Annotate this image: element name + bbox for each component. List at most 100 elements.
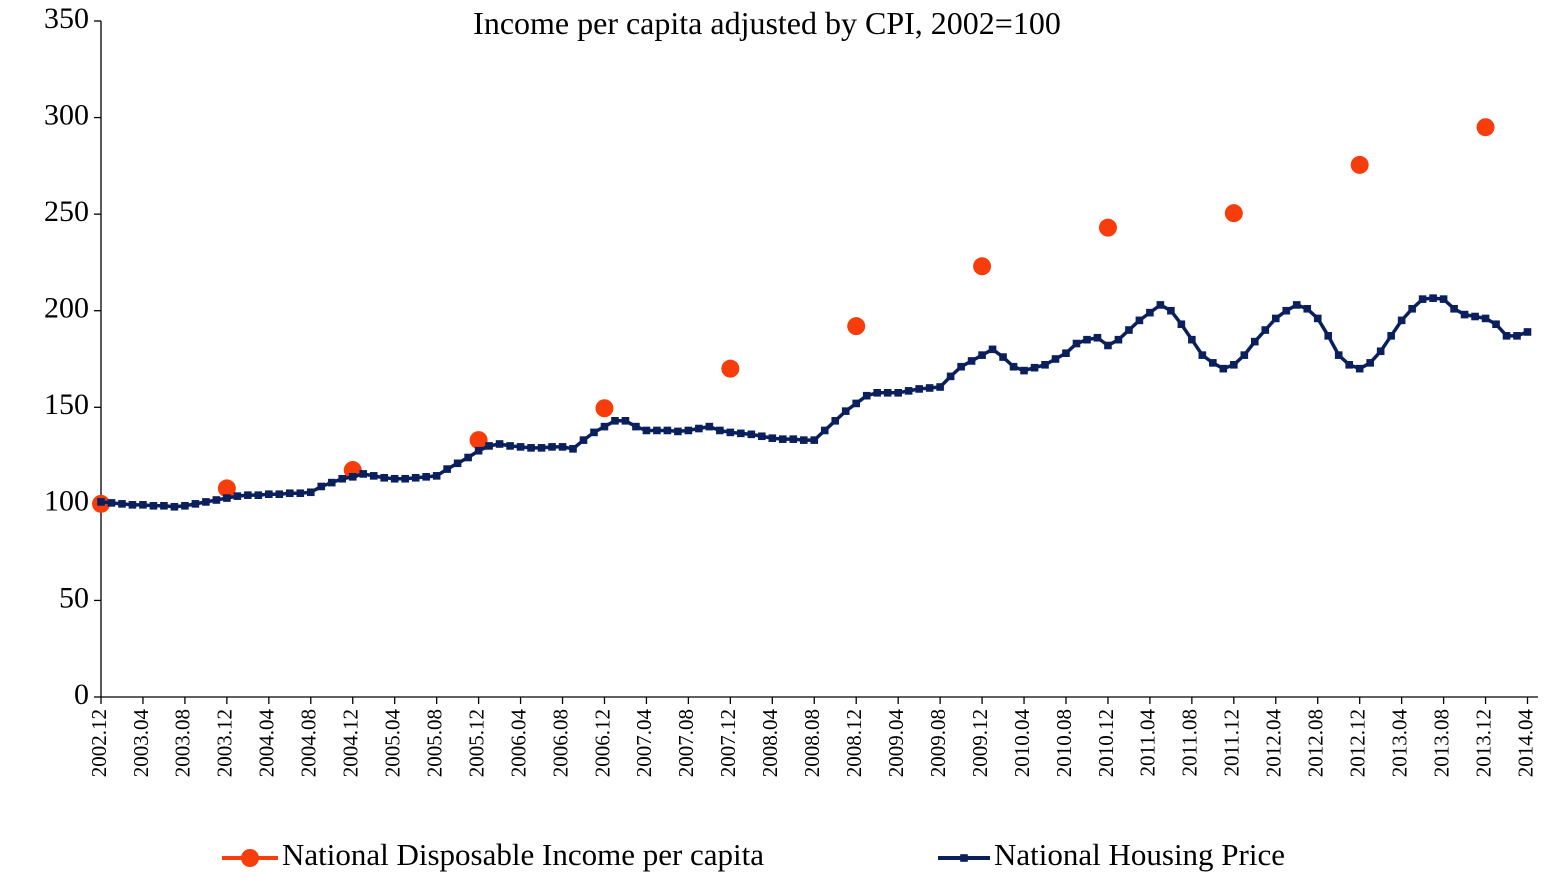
data-point bbox=[1167, 306, 1175, 315]
data-point bbox=[432, 472, 441, 480]
data-point bbox=[411, 473, 420, 482]
chart-title: Income per capita adjusted by CPI, 2002=… bbox=[473, 5, 1061, 41]
data-point bbox=[810, 436, 819, 444]
data-point bbox=[611, 417, 619, 425]
data-point bbox=[139, 501, 147, 509]
x-tick-label: 2004.12 bbox=[339, 709, 363, 777]
data-point bbox=[768, 434, 777, 442]
data-point bbox=[936, 383, 944, 391]
data-point bbox=[474, 446, 483, 455]
x-tick-label: 2004.04 bbox=[255, 709, 279, 778]
data-point bbox=[925, 384, 934, 392]
data-point bbox=[569, 445, 577, 453]
data-point bbox=[348, 473, 357, 481]
data-point bbox=[747, 430, 756, 439]
data-point bbox=[978, 351, 986, 359]
data-point bbox=[1513, 332, 1521, 340]
data-point bbox=[1397, 316, 1406, 325]
data-point bbox=[967, 357, 976, 365]
x-tick-label: 2003.12 bbox=[213, 709, 237, 777]
data-point bbox=[1135, 316, 1144, 325]
data-point bbox=[443, 465, 451, 473]
data-point bbox=[1041, 360, 1049, 369]
data-point bbox=[999, 353, 1007, 361]
data-point bbox=[1439, 295, 1448, 303]
legend-label: National Disposable Income per capita bbox=[282, 837, 764, 872]
data-point bbox=[1030, 363, 1039, 372]
data-point bbox=[1523, 328, 1532, 336]
y-tick-label: 200 bbox=[44, 292, 89, 325]
data-point bbox=[265, 490, 273, 498]
data-point bbox=[799, 436, 808, 444]
data-point bbox=[181, 501, 189, 510]
x-tick-label: 2006.12 bbox=[590, 709, 614, 777]
data-point bbox=[1366, 359, 1374, 367]
data-point bbox=[642, 426, 651, 435]
legend-marker bbox=[241, 849, 259, 867]
x-tick-label: 2013.12 bbox=[1471, 709, 1495, 777]
data-point bbox=[862, 391, 871, 400]
data-point bbox=[128, 501, 137, 509]
data-point bbox=[1313, 314, 1322, 323]
data-point bbox=[1146, 308, 1154, 317]
data-point bbox=[422, 473, 430, 481]
x-tick-label: 2012.04 bbox=[1262, 709, 1286, 778]
data-point bbox=[380, 473, 389, 482]
data-point bbox=[217, 479, 236, 498]
x-tick-label: 2011.04 bbox=[1136, 709, 1160, 777]
data-point bbox=[118, 500, 126, 508]
legend-label: National Housing Price bbox=[994, 837, 1285, 872]
x-tick-label: 2007.08 bbox=[674, 709, 698, 777]
x-tick-label: 2004.08 bbox=[297, 709, 321, 777]
data-point bbox=[946, 372, 955, 381]
data-point bbox=[1224, 204, 1243, 223]
data-point bbox=[957, 362, 965, 371]
data-point bbox=[485, 442, 493, 450]
data-point bbox=[1350, 155, 1369, 174]
data-point bbox=[621, 417, 630, 425]
data-point bbox=[1355, 364, 1364, 373]
data-point bbox=[1345, 360, 1353, 369]
x-tick-label: 2014.04 bbox=[1513, 709, 1537, 778]
x-tick-label: 2006.04 bbox=[506, 709, 530, 778]
data-point bbox=[1376, 347, 1385, 356]
data-point bbox=[705, 422, 714, 431]
data-point bbox=[1051, 355, 1060, 363]
data-point bbox=[789, 435, 798, 443]
y-tick-label: 300 bbox=[44, 98, 89, 131]
data-point bbox=[595, 399, 614, 418]
data-point bbox=[495, 440, 504, 448]
data-point bbox=[1125, 326, 1133, 334]
data-point bbox=[758, 432, 766, 441]
data-point bbox=[286, 489, 294, 498]
x-tick-label: 2002.12 bbox=[87, 709, 111, 777]
data-point bbox=[973, 257, 992, 276]
x-tick-label: 2009.04 bbox=[884, 709, 908, 778]
data-point bbox=[674, 427, 682, 436]
x-tick-label: 2011.12 bbox=[1220, 709, 1244, 776]
data-point bbox=[317, 482, 326, 491]
data-point bbox=[254, 491, 263, 499]
x-tick-label: 2008.12 bbox=[842, 709, 866, 777]
x-tick-label: 2008.08 bbox=[800, 709, 824, 777]
data-point bbox=[212, 496, 221, 504]
data-point bbox=[359, 470, 368, 478]
data-point bbox=[1209, 359, 1217, 367]
data-point bbox=[244, 491, 252, 499]
series-line bbox=[100, 296, 1529, 509]
data-point bbox=[1098, 218, 1117, 237]
data-point bbox=[548, 443, 556, 451]
data-point bbox=[904, 387, 913, 395]
data-point bbox=[1476, 118, 1495, 137]
x-tick-label: 2003.08 bbox=[171, 709, 195, 777]
data-point bbox=[202, 498, 210, 506]
x-tick-label: 2013.04 bbox=[1387, 709, 1411, 778]
data-point bbox=[737, 429, 745, 438]
data-point bbox=[831, 417, 840, 425]
data-point bbox=[1009, 362, 1018, 371]
x-tick-label: 2010.12 bbox=[1094, 709, 1118, 777]
x-tick-label: 2005.04 bbox=[381, 709, 405, 778]
x-tick-label: 2008.04 bbox=[758, 709, 782, 778]
legend-marker bbox=[960, 854, 968, 862]
